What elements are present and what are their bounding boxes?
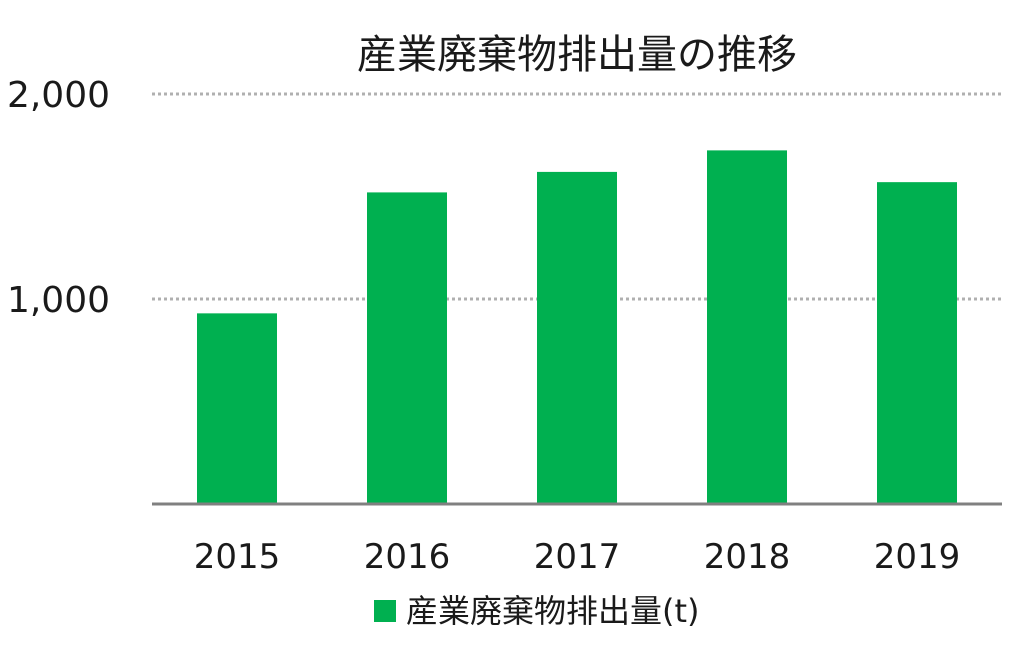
tick-labels: 1,000 2,000 2015 2016 2017 2018 2019 (7, 75, 960, 577)
bar-2018 (707, 150, 787, 504)
chart-title: 産業廃棄物排出量の推移 (357, 32, 797, 78)
legend: 産業廃棄物排出量(t) (374, 592, 700, 630)
bar-2019 (877, 182, 957, 504)
bar-2017 (537, 171, 617, 504)
bar-2016 (367, 192, 447, 504)
bars (197, 150, 957, 504)
grid-lines (152, 92, 1002, 301)
y-tick-label: 2,000 (7, 75, 110, 116)
x-tick-label: 2015 (194, 537, 281, 577)
x-tick-label: 2019 (874, 537, 961, 577)
bar-2015 (197, 313, 277, 504)
legend-swatch (374, 600, 396, 622)
x-tick-label: 2017 (534, 537, 621, 577)
x-tick-label: 2018 (704, 537, 791, 577)
y-tick-label: 1,000 (7, 280, 110, 321)
legend-label: 産業廃棄物排出量(t) (406, 592, 700, 630)
x-tick-label: 2016 (364, 537, 451, 577)
